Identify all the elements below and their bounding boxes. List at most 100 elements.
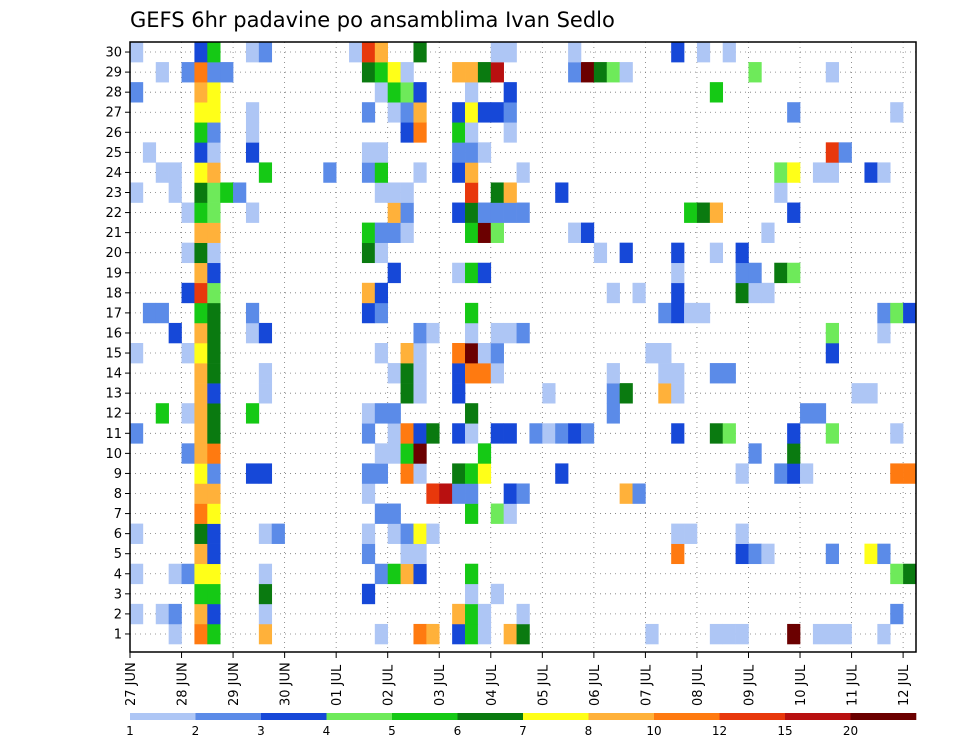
heatmap-cell (374, 282, 389, 304)
colorbar-label: 8 (585, 724, 593, 738)
heatmap-cell (374, 563, 389, 585)
heatmap-cell (516, 162, 530, 183)
heatmap-cell (890, 463, 904, 484)
heatmap-cell (130, 603, 144, 625)
heatmap-cell (413, 543, 427, 565)
colorbar-label: 5 (388, 724, 396, 738)
heatmap-cell (207, 202, 221, 223)
heatmap-cell (207, 443, 221, 464)
y-tick-label: 23 (105, 186, 122, 201)
heatmap-cell (361, 583, 376, 605)
heatmap-cell (774, 262, 788, 284)
y-tick-label: 1 (114, 627, 122, 642)
colorbar-label: 3 (257, 724, 265, 738)
heatmap-cell (812, 162, 827, 183)
colorbar-label: 20 (843, 724, 858, 738)
colorbar-swatch (785, 713, 851, 720)
y-tick-label: 28 (105, 86, 122, 101)
heatmap-cell (503, 42, 517, 63)
heatmap-cell (207, 222, 221, 243)
heatmap-cell (207, 423, 221, 444)
x-tick-label: 30 JUN (279, 662, 294, 706)
heatmap-cell (735, 543, 749, 565)
y-tick-label: 29 (105, 66, 122, 81)
heatmap-cell (890, 423, 904, 444)
heatmap-cell (258, 322, 273, 344)
heatmap-cell (877, 623, 891, 645)
heatmap-cell (645, 623, 659, 645)
heatmap-cell (606, 282, 620, 304)
y-tick-label: 8 (114, 487, 122, 502)
heatmap-cell (477, 623, 492, 645)
heatmap-cell (387, 102, 401, 123)
heatmap-cell (207, 363, 221, 384)
heatmap-cell (245, 322, 260, 344)
heatmap-cell (709, 202, 724, 223)
heatmap-cell (413, 42, 427, 63)
heatmap-cell (490, 62, 504, 83)
heatmap-cell (580, 62, 595, 83)
heatmap-cell (374, 403, 389, 424)
heatmap-cell (181, 282, 195, 304)
heatmap-cell (387, 523, 401, 544)
heatmap-cell (787, 623, 801, 645)
heatmap-cell (194, 343, 208, 364)
heatmap-cell (168, 162, 182, 183)
heatmap-cell (452, 262, 466, 284)
heatmap-cell (387, 403, 401, 424)
heatmap-cell (155, 162, 169, 183)
heatmap-cell (400, 443, 414, 464)
heatmap-cell (619, 383, 633, 404)
colorbar-swatch (588, 713, 655, 720)
heatmap-cell (207, 122, 221, 143)
heatmap-cell (580, 222, 595, 243)
heatmap-cell (426, 322, 440, 344)
heatmap-cell (181, 62, 195, 83)
heatmap-cell (155, 302, 169, 324)
heatmap-cell (374, 222, 389, 243)
colorbar-label: 4 (323, 724, 331, 738)
heatmap-cell (800, 463, 814, 484)
heatmap-cell (529, 423, 543, 444)
heatmap-cell (722, 363, 736, 384)
heatmap-cell (258, 363, 273, 384)
heatmap-cell (593, 62, 608, 83)
heatmap-cell (555, 182, 569, 203)
heatmap-cell (130, 423, 144, 444)
y-tick-label: 4 (114, 567, 122, 582)
heatmap-cell (490, 42, 504, 63)
heatmap-cell (400, 122, 414, 143)
heatmap-cell (503, 82, 517, 103)
y-tick-label: 12 (105, 407, 122, 422)
heatmap-cell (258, 623, 273, 645)
heatmap-cell (258, 42, 273, 63)
heatmap-cell (130, 523, 144, 544)
heatmap-cell (452, 122, 466, 143)
heatmap-cell (490, 322, 504, 344)
heatmap-cell (194, 463, 208, 484)
heatmap-cell (465, 423, 479, 444)
heatmap-cell (387, 222, 401, 243)
heatmap-cell (194, 363, 208, 384)
heatmap-cell (671, 42, 685, 63)
heatmap-cell (194, 62, 208, 83)
y-tick-label: 6 (114, 527, 122, 542)
colorbar-label: 15 (777, 724, 792, 738)
heatmap-cell (207, 343, 221, 364)
heatmap-cell (426, 483, 440, 504)
heatmap-cell (477, 222, 492, 243)
heatmap-cell (361, 543, 376, 565)
heatmap-cell (130, 82, 144, 103)
heatmap-cell (194, 543, 208, 565)
heatmap-cell (477, 343, 492, 364)
heatmap-cell (890, 603, 904, 625)
heatmap-cell (838, 142, 852, 163)
heatmap-cell (168, 182, 182, 203)
heatmap-cell (658, 343, 672, 364)
heatmap-cell (851, 383, 865, 404)
heatmap-cell (477, 202, 492, 223)
heatmap-cell (452, 463, 466, 484)
heatmap-cell (722, 623, 736, 645)
heatmap-cell (465, 202, 479, 223)
heatmap-cell (245, 102, 260, 123)
